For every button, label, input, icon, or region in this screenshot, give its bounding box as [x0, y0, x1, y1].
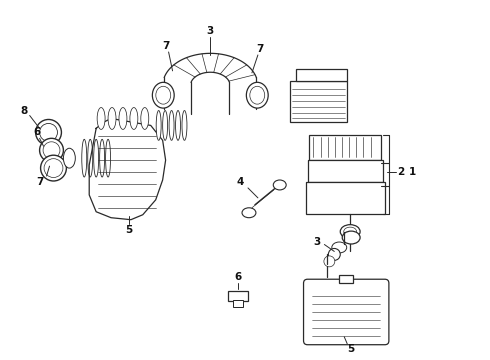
Ellipse shape [141, 108, 149, 129]
Bar [290, 81, 347, 122]
Text: 6: 6 [33, 127, 40, 138]
Ellipse shape [40, 123, 57, 141]
Ellipse shape [156, 111, 161, 140]
Ellipse shape [119, 108, 127, 129]
Ellipse shape [242, 208, 256, 218]
Text: 5: 5 [347, 344, 355, 354]
Text: 7: 7 [36, 177, 43, 187]
Ellipse shape [40, 138, 63, 162]
Bar [310, 135, 381, 160]
Ellipse shape [152, 82, 174, 108]
Polygon shape [89, 118, 166, 220]
Text: 8: 8 [20, 105, 27, 116]
Bar [308, 160, 383, 182]
Ellipse shape [324, 256, 335, 267]
Ellipse shape [82, 139, 87, 177]
Text: 6: 6 [234, 272, 242, 282]
Ellipse shape [332, 242, 347, 253]
Text: 7: 7 [162, 41, 170, 51]
Ellipse shape [108, 108, 116, 129]
Ellipse shape [328, 248, 340, 260]
Text: 7: 7 [256, 44, 264, 54]
Ellipse shape [343, 227, 357, 236]
Text: 1: 1 [409, 167, 416, 177]
Ellipse shape [163, 111, 168, 140]
Ellipse shape [250, 86, 265, 104]
Ellipse shape [156, 86, 171, 104]
Text: 3: 3 [314, 237, 321, 247]
Ellipse shape [130, 108, 138, 129]
Ellipse shape [94, 139, 98, 177]
Ellipse shape [88, 139, 93, 177]
Ellipse shape [273, 180, 286, 190]
Bar [295, 69, 347, 81]
Ellipse shape [342, 231, 360, 244]
Ellipse shape [169, 111, 174, 140]
Ellipse shape [175, 111, 180, 140]
Ellipse shape [63, 148, 75, 168]
Bar [233, 300, 243, 307]
Ellipse shape [43, 142, 60, 159]
Text: 2: 2 [397, 167, 404, 177]
Bar [228, 291, 248, 301]
Text: 4: 4 [236, 177, 244, 187]
Ellipse shape [44, 159, 63, 177]
Ellipse shape [246, 82, 268, 108]
Ellipse shape [97, 108, 105, 129]
Text: 3: 3 [207, 26, 214, 36]
Ellipse shape [41, 155, 66, 181]
Ellipse shape [105, 139, 111, 177]
Text: 5: 5 [125, 225, 132, 235]
FancyBboxPatch shape [303, 279, 389, 345]
Ellipse shape [36, 120, 61, 145]
Ellipse shape [182, 111, 187, 140]
Ellipse shape [340, 225, 360, 239]
Ellipse shape [99, 139, 104, 177]
Bar [339, 275, 353, 283]
Bar [306, 182, 385, 214]
